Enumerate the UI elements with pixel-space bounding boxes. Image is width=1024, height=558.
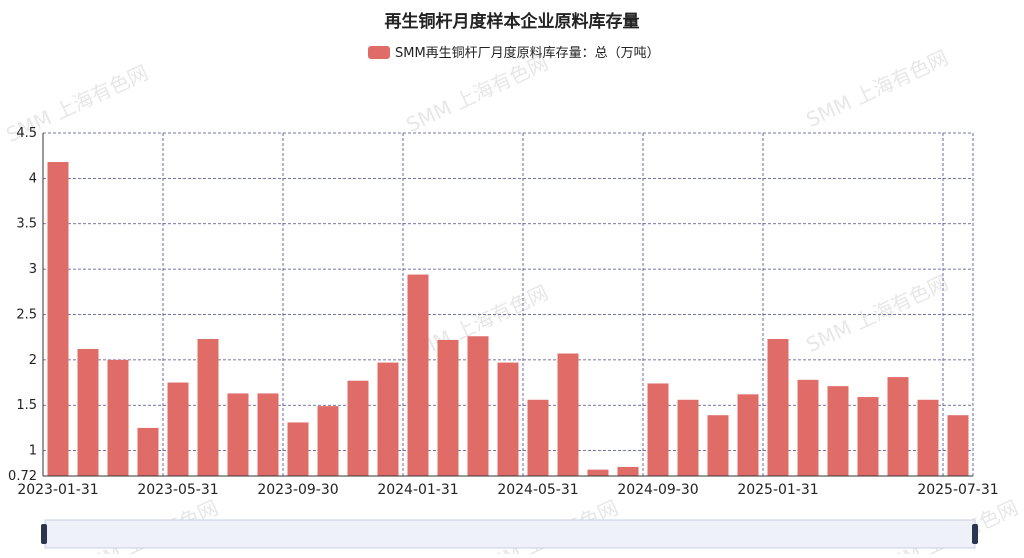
bar <box>317 406 339 476</box>
bar <box>737 394 759 476</box>
bar <box>677 399 699 476</box>
bar <box>77 348 99 476</box>
bar <box>707 415 729 476</box>
bar <box>437 339 459 476</box>
x-tick-label: 2023-09-30 <box>257 482 338 498</box>
bar <box>467 336 489 476</box>
bar <box>407 274 429 476</box>
bar <box>47 162 69 476</box>
x-tick-label: 2024-09-30 <box>617 482 698 498</box>
y-tick-label: 2 <box>29 353 37 368</box>
bar <box>947 415 969 476</box>
watermark: SMM 上海有色网 <box>402 50 551 137</box>
bar <box>887 377 909 476</box>
bar <box>587 469 609 476</box>
bar <box>827 386 849 476</box>
x-tick-label: 2025-01-31 <box>737 482 818 498</box>
y-tick-label: 0.72 <box>8 469 37 484</box>
bar <box>227 393 249 476</box>
x-tick-label: 2023-05-31 <box>137 482 218 498</box>
bar <box>377 362 399 476</box>
bar <box>197 338 219 476</box>
x-tick-label: 2024-05-31 <box>497 482 578 498</box>
y-tick-label: 1 <box>29 444 37 459</box>
y-tick-label: 4.5 <box>16 126 37 141</box>
zoom-handle[interactable] <box>972 524 978 544</box>
legend-label[interactable]: SMM再生铜杆厂月度原料库存量：总（万吨） <box>395 45 660 61</box>
bar <box>167 382 189 476</box>
bar <box>617 466 639 476</box>
y-tick-label: 3.5 <box>16 217 37 232</box>
legend-swatch[interactable] <box>368 46 390 59</box>
zoom-handle[interactable] <box>41 524 47 544</box>
bar <box>107 359 129 476</box>
y-tick-label: 3 <box>29 262 37 277</box>
bar <box>257 393 279 476</box>
y-tick-label: 4 <box>29 171 37 186</box>
x-tick-label: 2024-01-31 <box>377 482 458 498</box>
bar <box>647 383 669 476</box>
bar <box>497 362 519 476</box>
bar <box>917 399 939 476</box>
bar <box>137 427 159 476</box>
x-tick-label: 2023-01-31 <box>17 482 98 498</box>
x-tick-label: 2025-07-31 <box>917 482 998 498</box>
watermark: SMM 上海有色网 <box>802 45 951 132</box>
watermark: SMM 上海有色网 <box>802 270 951 357</box>
bar <box>527 399 549 476</box>
data-zoom[interactable] <box>41 519 978 549</box>
y-tick-label: 1.5 <box>16 398 37 413</box>
bar <box>857 397 879 476</box>
zoom-track[interactable] <box>44 519 976 549</box>
chart-title: 再生铜杆月度样本企业原料库存量 <box>385 11 640 32</box>
bar <box>557 353 579 476</box>
bar <box>347 380 369 476</box>
y-tick-label: 2.5 <box>16 307 37 322</box>
bar <box>767 338 789 476</box>
bar <box>287 422 309 476</box>
bar <box>797 379 819 476</box>
